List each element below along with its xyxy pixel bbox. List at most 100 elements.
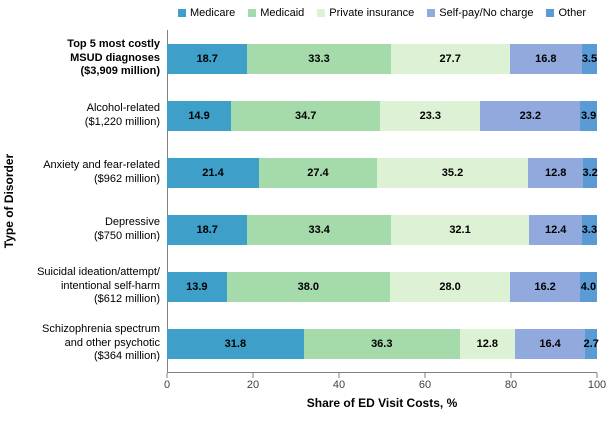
segment-value: 2.7 <box>583 337 599 350</box>
segment-value: 18.7 <box>196 223 218 236</box>
segment-value: 16.8 <box>535 52 557 65</box>
bar-rows: Top 5 most costly MSUD diagnoses ($3,909 m… <box>18 30 599 372</box>
x-tick <box>252 373 254 378</box>
legend-item-medicare: Medicare <box>178 7 235 19</box>
x-tick <box>338 373 340 378</box>
x-tick-label: 100 <box>587 379 607 391</box>
bar-segment-private-insurance: 12.8 <box>459 328 515 359</box>
legend: Medicare Medicaid Private insurance Self-pa… <box>160 7 604 19</box>
legend-swatch-icon <box>317 9 326 17</box>
chart-row: Anxiety and fear-related ($962 million) 21… <box>18 144 598 201</box>
segment-value: 3.3 <box>581 223 598 236</box>
bar-track: 13.9 38.0 28.0 16.2 4.0 <box>167 271 598 302</box>
x-tick-label: 20 <box>246 379 260 391</box>
segment-value: 21.4 <box>202 166 224 179</box>
category-label: Suicidal ideation/attempt/intentional se… <box>37 266 160 306</box>
y-axis-title: Type of Disorder <box>2 153 16 249</box>
bar-segment-other: 3.5 <box>581 43 598 74</box>
bar-segment-medicaid: 33.4 <box>247 214 392 245</box>
segment-value: 16.2 <box>534 280 556 293</box>
bar-segment-private-insurance: 23.3 <box>380 100 481 131</box>
chart-row: Depressive ($750 million) 18.7 33.4 32.1 12.4… <box>18 201 597 258</box>
bar-segment-self-pay-no-charge: 16.8 <box>509 43 582 74</box>
segment-value: 12.8 <box>476 337 499 350</box>
bar-segment-medicare: 18.7 <box>167 214 248 245</box>
segment-value: 27.4 <box>307 166 329 179</box>
legend-swatch-icon <box>427 9 436 17</box>
x-tick <box>166 373 168 378</box>
segment-value: 23.2 <box>519 109 542 122</box>
segment-value: 32.1 <box>449 223 471 236</box>
legend-label: Medicaid <box>260 7 305 19</box>
legend-item-other: Other <box>546 7 586 19</box>
bar-segment-self-pay-no-charge: 12.4 <box>529 214 583 245</box>
bar-segment-medicaid: 27.4 <box>259 157 377 188</box>
legend-label: Other <box>558 7 586 19</box>
x-tick <box>424 373 426 378</box>
segment-value: 3.5 <box>581 52 598 65</box>
bar-segment-medicare: 31.8 <box>167 328 304 359</box>
bar-track: 14.9 34.7 23.3 23.2 3.9 <box>167 100 597 131</box>
legend-label: Medicare <box>190 7 236 19</box>
stacked-bar: 18.7 33.4 32.1 12.4 3.3 <box>167 214 598 245</box>
bar-segment-medicare: 14.9 <box>167 100 232 131</box>
bar-segment-medicaid: 33.3 <box>247 43 391 74</box>
bar-segment-private-insurance: 32.1 <box>391 214 530 245</box>
segment-value: 3.9 <box>580 109 597 122</box>
segment-value: 23.3 <box>419 109 442 122</box>
segment-value: 31.8 <box>224 337 247 350</box>
stacked-bar: 13.9 38.0 28.0 16.2 4.0 <box>167 271 598 302</box>
bar-segment-medicaid: 36.3 <box>303 328 460 359</box>
category-label: Anxiety and fear-related ($962 million) <box>43 159 160 185</box>
x-tick-label: 80 <box>504 379 518 391</box>
segment-value: 34.7 <box>294 109 317 122</box>
legend-item-self-pay-no-charge: Self-pay/No charge <box>427 7 533 19</box>
bar-segment-self-pay-no-charge: 23.2 <box>480 100 581 131</box>
bar-segment-medicare: 13.9 <box>167 271 227 302</box>
x-tick-label: 60 <box>418 379 432 391</box>
x-axis: 0 20 40 60 80 100 <box>163 372 606 391</box>
bar-track: 31.8 36.3 12.8 16.4 2.7 <box>167 328 599 359</box>
x-axis-title: Share of ED Visit Costs, % <box>306 396 458 410</box>
category-label: Alcohol-related ($1,220 million) <box>84 102 160 128</box>
x-tick-label: 40 <box>332 379 346 391</box>
bar-track: 18.7 33.4 32.1 12.4 3.3 <box>167 214 598 245</box>
bar-segment-medicaid: 38.0 <box>226 271 390 302</box>
x-tick <box>596 373 598 378</box>
bar-segment-other: 3.2 <box>582 157 598 188</box>
y-axis-line <box>167 30 168 372</box>
legend-swatch-icon <box>178 9 187 17</box>
legend-label: Self-pay/No charge <box>439 7 534 19</box>
segment-value: 13.9 <box>186 280 208 293</box>
stacked-bar: 18.7 33.3 27.7 16.8 3.5 <box>167 43 598 74</box>
segment-value: 38.0 <box>297 280 320 293</box>
chart-row: Alcohol-related ($1,220 million) 14.9 34.7 2… <box>18 87 597 144</box>
stacked-bar: 14.9 34.7 23.3 23.2 3.9 <box>167 100 597 131</box>
category-label: Depressive ($750 million) <box>93 216 160 242</box>
segment-value: 28.0 <box>439 280 461 293</box>
bar-segment-self-pay-no-charge: 12.8 <box>528 157 584 188</box>
bar-segment-private-insurance: 27.7 <box>390 43 510 74</box>
x-tick-label: 0 <box>163 379 171 391</box>
segment-value: 14.9 <box>188 109 210 122</box>
bar-segment-medicare: 21.4 <box>167 157 260 188</box>
bar-track: 21.4 27.4 35.2 12.8 3.2 <box>167 157 598 188</box>
bar-segment-other: 3.9 <box>580 100 597 131</box>
bar-segment-other: 2.7 <box>583 328 599 359</box>
legend-label: Private insurance <box>329 7 415 19</box>
segment-value: 12.4 <box>544 223 567 236</box>
segment-value: 33.4 <box>308 223 330 236</box>
y-axis-title-column: Type of Disorder <box>0 30 18 372</box>
legend-item-private-insurance: Private insurance <box>317 7 414 19</box>
bar-segment-medicare: 18.7 <box>167 43 248 74</box>
bar-track: 18.7 33.3 27.7 16.8 3.5 <box>167 43 598 74</box>
bar-segment-self-pay-no-charge: 16.4 <box>514 328 586 359</box>
chart-row: Schizophrenia spectrum and other psychoti… <box>18 315 599 372</box>
bar-segment-private-insurance: 28.0 <box>389 271 511 302</box>
segment-value: 27.7 <box>439 52 461 65</box>
segment-value: 35.2 <box>441 166 464 179</box>
bar-segment-medicaid: 34.7 <box>231 100 381 131</box>
legend-swatch-icon <box>546 9 555 17</box>
bar-segment-other: 4.0 <box>579 271 598 302</box>
